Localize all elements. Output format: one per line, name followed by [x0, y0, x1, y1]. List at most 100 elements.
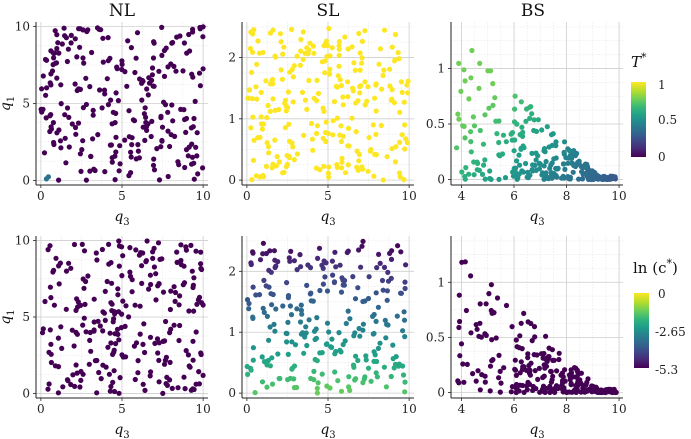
scatter-point — [357, 333, 363, 339]
scatter-point — [132, 376, 138, 383]
scatter-point — [113, 90, 119, 96]
scatter-point — [289, 366, 295, 372]
scatter-point — [392, 159, 399, 165]
colorbar-bottom-tick-0: 0 — [658, 287, 666, 301]
scatter-point — [77, 151, 83, 157]
scatter-point — [300, 29, 306, 35]
scatter-point — [127, 245, 133, 251]
scatter-point — [200, 302, 206, 308]
scatter-point — [143, 124, 150, 130]
scatter-point — [246, 87, 252, 93]
scatter-point — [339, 155, 345, 161]
scatter-point — [68, 32, 74, 39]
scatter-point — [370, 122, 376, 128]
scatter-point — [327, 66, 333, 72]
scatter-point — [156, 340, 162, 346]
scatter-point — [267, 30, 273, 36]
scatter-point — [270, 96, 276, 102]
scatter-point — [383, 384, 389, 390]
scatter-point — [290, 99, 296, 105]
scatter-point — [64, 58, 70, 65]
scatter-point — [137, 303, 143, 309]
scatter-point — [542, 365, 548, 371]
scatter-point — [320, 135, 326, 141]
scatter-point — [116, 168, 122, 174]
scatter-point — [476, 167, 482, 173]
scatter-point — [250, 249, 256, 255]
scatter-point — [107, 142, 113, 148]
scatter-point — [525, 355, 531, 361]
scatter-point — [176, 162, 182, 168]
scatter-point — [276, 106, 282, 113]
scatter-point — [533, 128, 540, 134]
scatter-point — [288, 248, 294, 254]
scatter-point — [300, 56, 306, 63]
scatter-point — [125, 38, 131, 44]
scatter-point — [176, 302, 182, 308]
scatter-point — [322, 274, 328, 280]
scatter-point — [512, 357, 518, 363]
scatter-point — [66, 114, 72, 120]
scatter-point — [77, 384, 83, 390]
scatter-point — [468, 273, 474, 279]
scatter-point — [476, 333, 482, 339]
scatter-point — [120, 298, 126, 304]
scatter-point — [352, 67, 358, 73]
scatter-point — [566, 176, 572, 182]
scatter-point — [78, 168, 84, 174]
scatter-point — [345, 248, 351, 254]
scatter-point — [250, 31, 256, 37]
scatter-point — [334, 115, 340, 121]
x-tick-label: 10 — [611, 189, 626, 203]
scatter-point — [167, 143, 173, 150]
scatter-point — [90, 136, 96, 142]
scatter-point — [383, 335, 389, 341]
scatter-points — [454, 47, 619, 183]
y-tick-label: 5 — [22, 97, 30, 111]
scatter-point — [518, 99, 524, 105]
scatter-point — [249, 69, 255, 75]
scatter-point — [151, 167, 158, 173]
scatter-point — [321, 163, 327, 169]
scatter-point — [91, 327, 97, 333]
scatter-point — [80, 27, 86, 33]
scatter-point — [356, 325, 362, 332]
scatter-point — [388, 373, 394, 380]
scatter-point — [143, 119, 149, 126]
scatter-point — [113, 149, 119, 155]
scatter-point — [46, 381, 52, 387]
scatter-point — [311, 368, 317, 374]
scatter-point — [403, 262, 409, 268]
scatter-point — [457, 353, 463, 359]
scatter-point — [91, 296, 97, 302]
scatter-point — [324, 320, 331, 326]
scatter-point — [468, 330, 474, 336]
scatter-point — [377, 46, 383, 52]
scatter-point — [368, 378, 374, 384]
scatter-point — [266, 267, 272, 273]
scatter-point — [556, 350, 562, 356]
scatter-point — [151, 264, 157, 270]
scatter-point — [244, 297, 251, 303]
colorbar-top-tick-0-5: 0.5 — [658, 113, 677, 127]
scatter-point — [161, 99, 167, 105]
scatter-point — [56, 127, 62, 133]
scatter-point — [517, 162, 523, 168]
scatter-point — [331, 99, 338, 105]
y-axis-label: q1 — [0, 309, 17, 324]
scatter-point — [247, 45, 253, 52]
scatter-point — [298, 302, 304, 308]
scatter-point — [402, 389, 408, 395]
scatter-point — [101, 87, 108, 93]
scatter-point — [609, 389, 615, 396]
panel-bottom-sl: 0 5 10 0 1 2 q3 — [228, 236, 417, 439]
scatter-point — [181, 40, 187, 46]
scatter-point — [551, 357, 557, 363]
scatter-point — [535, 117, 541, 123]
scatter-point — [528, 360, 534, 366]
scatter-point — [96, 369, 102, 376]
scatter-point — [41, 150, 48, 156]
scatter-point — [341, 282, 347, 288]
grid — [36, 22, 208, 185]
scatter-point — [373, 290, 379, 296]
